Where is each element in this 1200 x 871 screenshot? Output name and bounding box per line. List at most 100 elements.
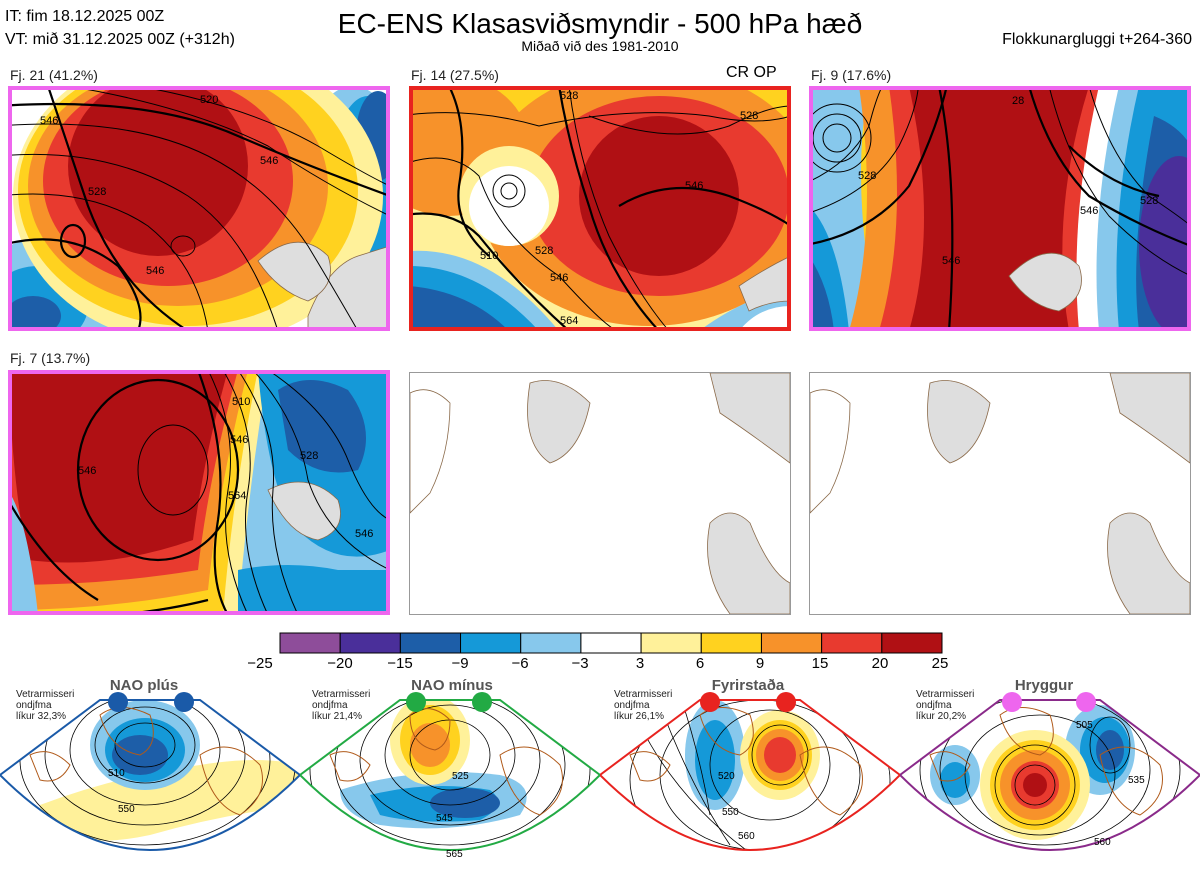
contour-label: 565 <box>446 849 463 860</box>
initial-time: IT: fim 18.12.2025 00Z <box>5 8 165 25</box>
colorbar-segment <box>580 632 642 654</box>
cluster-frame-3 <box>809 86 1191 331</box>
regime-dot <box>700 692 720 712</box>
regime-anomaly: ondjfma <box>312 700 348 711</box>
contour-label: 546 <box>260 155 279 167</box>
regime-title: Hryggur <box>1014 677 1074 694</box>
colorbar-tick: 25 <box>931 655 949 672</box>
contour-label: 528 <box>88 186 107 198</box>
contour-label: 546 <box>685 180 704 192</box>
regime-dot <box>472 692 492 712</box>
regime-dot <box>1002 692 1022 712</box>
regime-map-3 <box>600 699 900 851</box>
empty-map-2 <box>809 372 1191 615</box>
regime-likelihood: líkur 32,3% <box>16 711 67 722</box>
contour-label: 528 <box>300 450 319 462</box>
contour-label: 545 <box>436 813 453 824</box>
cluster-frame-2 <box>409 86 791 331</box>
colorbar-segment <box>640 632 702 654</box>
contour-label: 546 <box>230 434 249 446</box>
regime-map-1 <box>0 699 300 851</box>
panel-3-label: Fj. 9 (17.6%) <box>811 67 892 83</box>
regime-title: NAO plús <box>109 677 179 694</box>
regime-map-2 <box>300 699 600 851</box>
regime-likelihood: líkur 26,1% <box>614 711 665 722</box>
page-title: EC-ENS Klasasviðsmyndir - 500 hPa hæð <box>337 8 863 39</box>
panel-2-label: Fj. 14 (27.5%) <box>411 67 499 83</box>
regime-frame <box>0 699 300 851</box>
cluster-map-1 <box>8 86 390 331</box>
panel-4-label: Fj. 7 (13.7%) <box>10 350 91 366</box>
colorbar-tick: −20 <box>327 655 353 672</box>
colorbar-tick: 15 <box>811 655 829 672</box>
regime-dot <box>776 692 796 712</box>
contour-label: 520 <box>718 771 735 782</box>
classification-window: Flokkunargluggi t+264-360 <box>1002 31 1192 48</box>
colorbar-segment <box>881 632 943 654</box>
colorbar-tick: −6 <box>511 655 529 672</box>
contour-label: 546 <box>78 465 97 477</box>
contour-label: 546 <box>355 528 374 540</box>
colorbar-segment <box>339 632 401 654</box>
colorbar-tick: −25 <box>247 655 273 672</box>
contour-label: 564 <box>560 315 579 327</box>
contour-label: 560 <box>1094 837 1111 848</box>
contour-label: 550 <box>118 804 135 815</box>
regime-frame <box>300 699 600 851</box>
contour-label: 546 <box>942 255 961 267</box>
regime-dot <box>174 692 194 712</box>
contour-label: 528 <box>858 170 877 182</box>
cluster-map-4 <box>8 370 390 615</box>
empty-map-1 <box>409 372 791 615</box>
colorbar-tick: −15 <box>387 655 413 672</box>
cluster-map-2 <box>409 86 791 331</box>
colorbar-tick: 6 <box>695 655 705 672</box>
contour-label: 28 <box>1012 95 1025 107</box>
regime-frame <box>600 699 900 851</box>
colorbar-tick: −3 <box>571 655 589 672</box>
regime-season: Vetrarmisseri <box>916 689 975 700</box>
cluster-frame-1 <box>8 86 390 331</box>
regime-frame <box>900 699 1200 851</box>
contour-label: 510 <box>108 768 125 779</box>
regime-dot <box>406 692 426 712</box>
regime-season: Vetrarmisseri <box>614 689 673 700</box>
contour-label: 564 <box>228 490 247 502</box>
contour-label: 550 <box>722 807 739 818</box>
regime-season: Vetrarmisseri <box>16 689 75 700</box>
valid-time: VT: mið 31.12.2025 00Z (+312h) <box>5 31 235 48</box>
colorbar-segment <box>460 632 522 654</box>
cluster-map-3 <box>809 86 1191 331</box>
cluster-frame-4 <box>8 370 390 615</box>
colorbar-segment <box>821 632 883 654</box>
contour-label: 505 <box>1076 720 1093 731</box>
contour-label: 510 <box>232 396 251 408</box>
contour-label: 546 <box>1080 205 1099 217</box>
colorbar-segment <box>700 632 762 654</box>
regime-title: NAO mínus <box>411 677 493 694</box>
colorbar-segment <box>760 632 823 654</box>
contour-label: 535 <box>1128 775 1145 786</box>
contour-label: 560 <box>738 831 755 842</box>
colorbar-tick: 9 <box>755 655 765 672</box>
regime-dot <box>108 692 128 712</box>
contour-label: 528 <box>560 90 579 102</box>
regime-map-4 <box>900 699 1200 851</box>
page-subtitle: Miðað við des 1981-2010 <box>521 38 679 54</box>
colorbar-tick: 20 <box>871 655 889 672</box>
panel-2-tag: CR OP <box>726 64 777 81</box>
contour-label: 546 <box>550 272 569 284</box>
regime-title: Fyrirstaða <box>711 677 785 694</box>
colorbar-segment <box>279 632 341 654</box>
regime-anomaly: ondjfma <box>916 700 952 711</box>
contour-label: 528 <box>1140 195 1159 207</box>
regime-likelihood: líkur 21,4% <box>312 711 363 722</box>
regime-anomaly: ondjfma <box>16 700 52 711</box>
contour-label: 528 <box>740 110 759 122</box>
regime-likelihood: líkur 20,2% <box>916 711 967 722</box>
regime-anomaly: ondjfma <box>614 700 650 711</box>
colorbar-segment <box>399 632 462 654</box>
contour-label: 546 <box>146 265 165 277</box>
contour-label: 525 <box>452 771 469 782</box>
colorbar <box>279 632 943 654</box>
